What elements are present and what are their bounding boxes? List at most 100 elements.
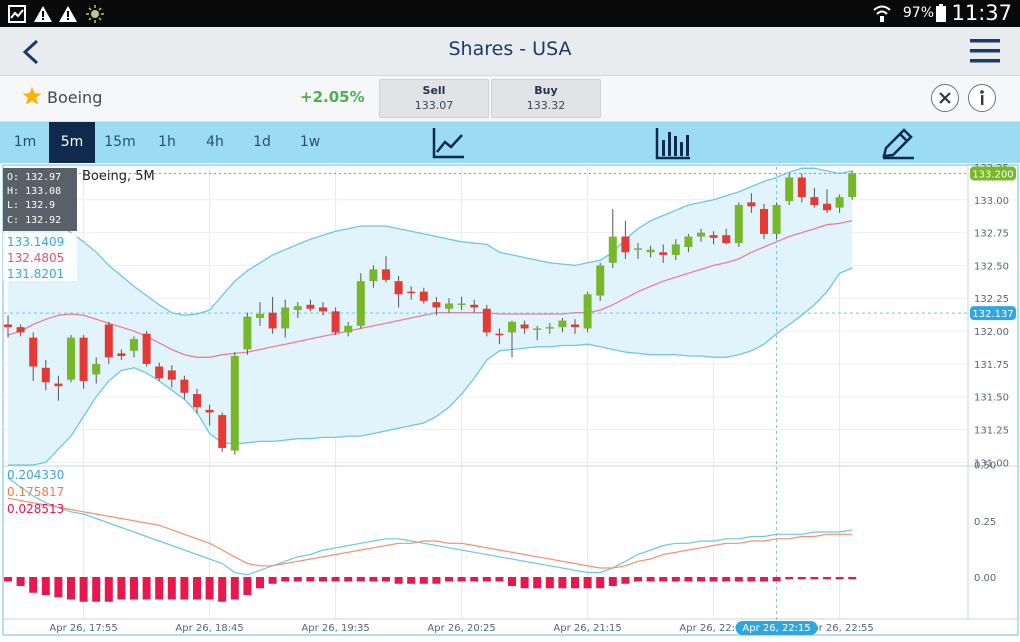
candle	[117, 349, 126, 360]
current-price-badge	[970, 166, 1016, 181]
macd-histogram-bar	[533, 577, 542, 589]
pencil-draw-icon[interactable]	[880, 126, 916, 160]
macd-histogram-bar	[256, 577, 264, 589]
candle	[596, 262, 605, 301]
macd-histogram-bar	[130, 577, 138, 600]
macd-histogram-bar	[407, 577, 416, 584]
candle-body	[558, 320, 567, 328]
macd-histogram-bar	[558, 577, 567, 589]
chart-area[interactable]: 133.25133.00132.75132.50132.25132.00131.…	[0, 163, 1020, 638]
macd-histogram-bar	[16, 577, 25, 586]
status-bar: 97% 11:37	[0, 0, 1020, 27]
time-tick-label: Apr 26, 17:55	[49, 623, 117, 634]
candle	[772, 202, 781, 240]
candlestick-chart[interactable]: 133.25133.00132.75132.50132.25132.00131.…	[0, 163, 1020, 638]
price-tick-label: 131.50	[974, 393, 1009, 404]
candle	[104, 321, 113, 364]
candle-body	[268, 312, 277, 329]
candle	[671, 239, 680, 261]
tab-4h[interactable]: 4h	[206, 134, 224, 150]
macd-histogram-bar	[545, 577, 554, 589]
bar-chart-icon[interactable]	[655, 126, 691, 160]
macd-histogram-bar	[167, 577, 176, 600]
price-tick-label: 133.00	[974, 196, 1009, 207]
candle-body	[218, 415, 227, 448]
candle-body	[180, 379, 189, 393]
line-chart-icon[interactable]	[431, 126, 465, 160]
wifi-icon	[873, 5, 891, 22]
candle	[722, 228, 731, 245]
buy-button[interactable]: Buy 133.32	[491, 79, 601, 118]
arrow-left-icon[interactable]	[20, 39, 42, 65]
tab-1w[interactable]: 1w	[299, 134, 321, 150]
macd-histogram-bar	[54, 577, 63, 598]
candle	[130, 336, 138, 358]
candle-body	[92, 363, 101, 375]
ohlc-low: L: 132.9	[7, 200, 55, 211]
candle-body	[419, 291, 428, 301]
candle	[356, 273, 365, 329]
macd-histogram-bar	[709, 577, 718, 582]
time-tick-label: Apr 26, 21:15	[553, 623, 621, 634]
candle-body	[545, 327, 554, 329]
candle-body	[29, 337, 38, 367]
sell-button[interactable]: Sell 133.07	[379, 79, 489, 118]
hamburger-menu-icon[interactable]	[970, 37, 1000, 65]
macd-histogram-bar	[29, 577, 38, 593]
candle-body	[356, 281, 365, 326]
candle	[634, 243, 642, 259]
candle	[533, 325, 542, 341]
macd-histogram-bar	[697, 577, 705, 582]
macd-histogram-bar	[331, 577, 340, 582]
tab-1d[interactable]: 1d	[253, 134, 271, 150]
macd-histogram-bar	[634, 577, 642, 582]
warning-icon	[59, 6, 77, 22]
macd-histogram-bar	[823, 577, 831, 580]
macd-signal-line	[7, 497, 853, 569]
candle	[470, 299, 479, 313]
candle	[508, 320, 516, 358]
crosshair-time-label: Apr 26, 22:15	[742, 623, 810, 634]
close-button[interactable]	[931, 84, 959, 112]
candle-body	[281, 307, 290, 329]
candle-body	[193, 394, 201, 408]
macd-histogram-bar	[621, 577, 630, 584]
info-button[interactable]	[968, 84, 996, 112]
tab-5m[interactable]: 5m	[49, 122, 95, 163]
macd-histogram-bar	[293, 577, 302, 582]
candle	[621, 220, 630, 259]
candle-body	[583, 294, 592, 329]
macd-histogram-bar	[230, 577, 239, 600]
candle-body	[508, 321, 516, 333]
macd-histogram-bar	[180, 577, 189, 600]
price-tick-label: 131.00	[974, 458, 1009, 469]
candle-body	[382, 269, 390, 280]
macd-histogram-bar	[596, 577, 605, 589]
macd-histogram-bar	[432, 577, 441, 584]
tab-1m[interactable]: 1m	[13, 134, 37, 150]
star-icon[interactable]	[22, 86, 42, 106]
candle-body	[634, 248, 642, 250]
tab-15m[interactable]: 15m	[104, 134, 136, 150]
candle-body	[67, 337, 75, 380]
instrument-name: Boeing	[47, 88, 103, 107]
candle	[16, 324, 25, 337]
sell-price: 133.07	[414, 99, 454, 112]
candle-body	[432, 302, 441, 308]
candle	[29, 332, 38, 381]
macd-histogram-bar	[583, 577, 592, 589]
candle	[92, 357, 101, 384]
candle-body	[533, 328, 542, 330]
candle	[760, 203, 768, 240]
candle-body	[54, 383, 63, 387]
info-icon	[980, 90, 984, 105]
candle	[319, 302, 327, 316]
candle-body	[772, 205, 781, 234]
tab-1h[interactable]: 1h	[158, 134, 176, 150]
candle	[293, 302, 302, 318]
indicator-legend-box	[3, 233, 77, 281]
band-middle-value: 132.4805	[7, 251, 64, 265]
candle-body	[104, 324, 113, 358]
macd-histogram-bar	[218, 577, 227, 602]
macd-histogram-bar	[608, 577, 617, 586]
